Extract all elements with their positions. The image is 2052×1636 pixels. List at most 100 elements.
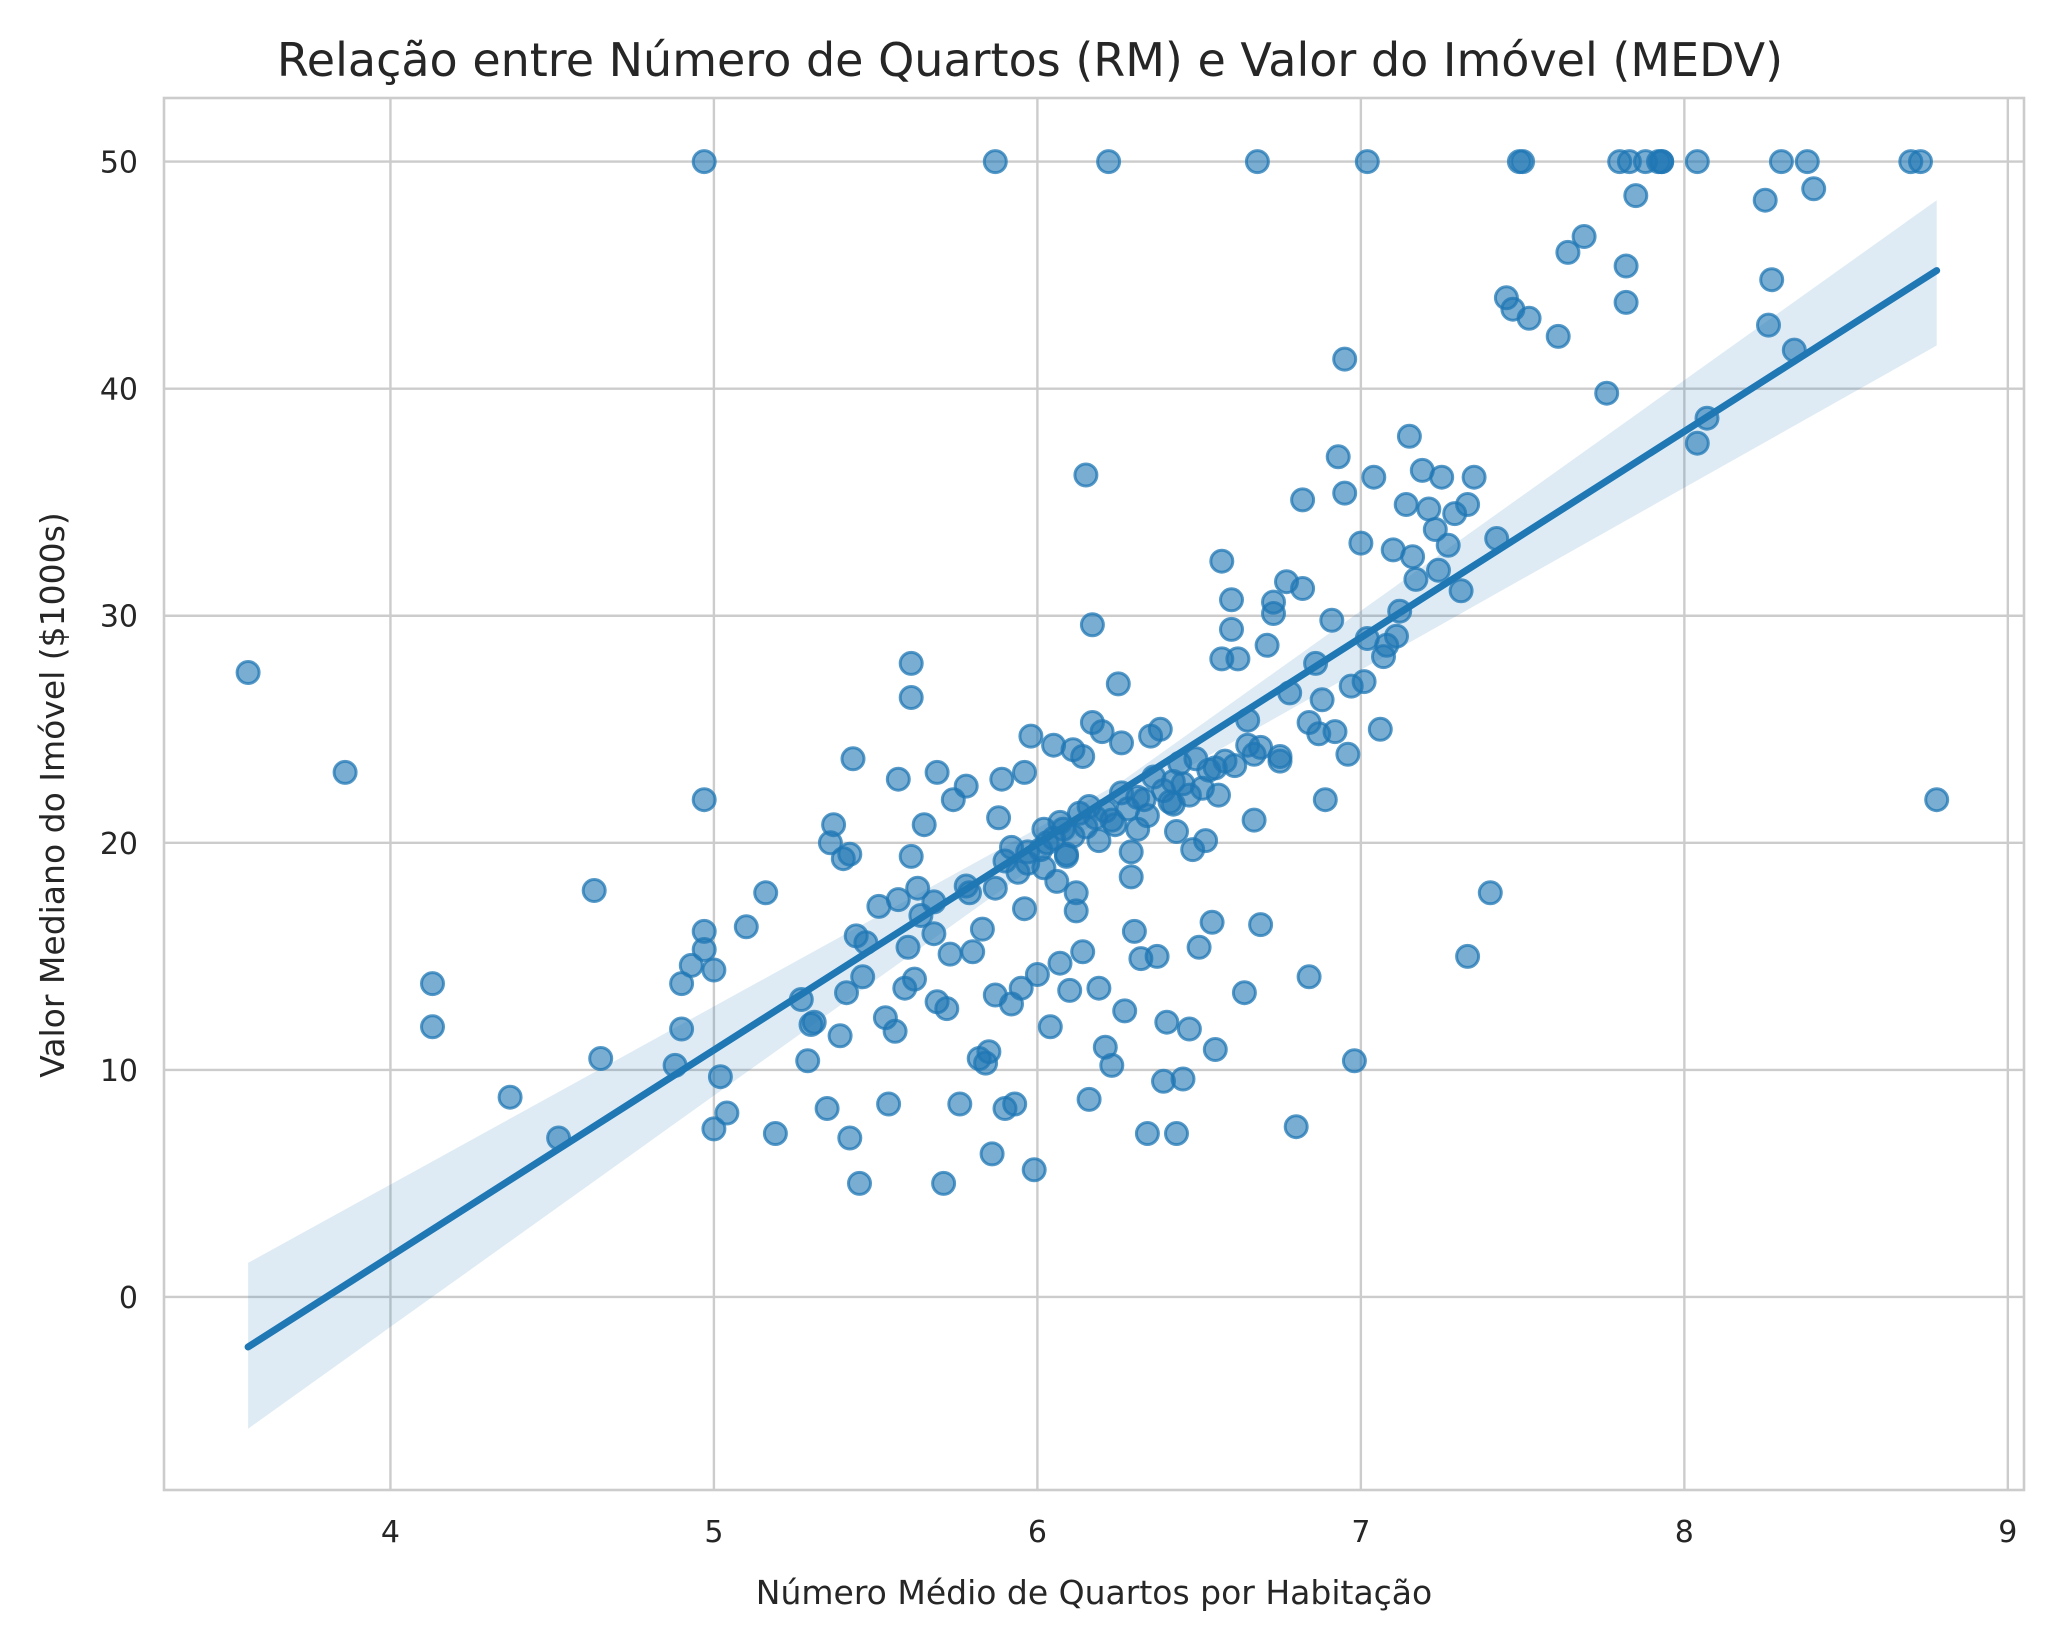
y-tick-label: 30: [100, 600, 138, 635]
data-point: [1322, 719, 1348, 745]
data-point: [1461, 464, 1487, 490]
data-point: [1219, 587, 1244, 613]
data-point: [898, 843, 924, 869]
data-point: [1134, 1121, 1160, 1146]
data-point: [669, 1016, 695, 1042]
data-point: [497, 1084, 523, 1110]
data-point: [1649, 149, 1675, 175]
data-point: [1047, 950, 1073, 976]
data-point: [1367, 716, 1393, 742]
data-point: [1105, 671, 1131, 697]
data-point: [1261, 589, 1286, 615]
data-point: [882, 1018, 908, 1044]
y-tick-label: 40: [100, 373, 138, 408]
data-point: [1924, 787, 1950, 813]
data-point: [1164, 1121, 1189, 1146]
data-point: [1219, 616, 1244, 642]
data-point: [1248, 912, 1274, 938]
data-point: [1002, 1091, 1028, 1117]
data-point: [1290, 576, 1316, 601]
data-point: [1684, 149, 1710, 175]
data-point: [1371, 644, 1396, 670]
data-point: [1448, 578, 1474, 604]
data-point: [1400, 544, 1426, 570]
data-point: [840, 746, 866, 772]
data-point: [1176, 782, 1202, 808]
data-point: [1613, 289, 1639, 315]
data-point: [588, 1046, 614, 1071]
data-point: [1079, 612, 1105, 638]
data-point: [1416, 496, 1442, 522]
data-point: [1319, 607, 1345, 633]
data-point: [753, 880, 779, 906]
y-tick-label: 0: [119, 1281, 138, 1316]
data-point: [1477, 880, 1503, 906]
data-point: [1073, 462, 1099, 488]
data-point: [1209, 646, 1235, 672]
data-point: [1623, 183, 1649, 209]
y-axis-label: Valor Mediano do Imóvel ($1000s): [33, 512, 72, 1077]
x-tick-label: 4: [381, 1515, 400, 1550]
data-point: [1283, 1114, 1309, 1140]
data-point: [1794, 149, 1820, 175]
data-point: [1164, 819, 1189, 844]
data-point: [1254, 632, 1280, 658]
data-point: [420, 971, 445, 997]
data-point: [1309, 687, 1335, 713]
data-point: [847, 1170, 872, 1196]
data-point: [924, 759, 950, 785]
data-point: [1209, 548, 1235, 574]
data-point: [1594, 380, 1620, 406]
data-point: [953, 773, 979, 799]
data-point: [1176, 1016, 1202, 1042]
data-point: [1341, 1048, 1367, 1074]
data-point: [866, 893, 892, 919]
data-point: [1351, 669, 1377, 695]
data-point: [1361, 464, 1387, 490]
data-point: [1118, 864, 1144, 890]
data-point: [691, 149, 717, 175]
data-point: [898, 685, 924, 710]
data-point: [1021, 1157, 1047, 1183]
data-point: [1121, 918, 1147, 944]
data-point: [1125, 784, 1151, 810]
data-point: [691, 937, 717, 962]
data-point: [895, 934, 921, 960]
data-point: [921, 921, 947, 947]
data-point: [837, 841, 863, 867]
data-point: [1571, 224, 1597, 249]
data-point: [701, 1116, 727, 1142]
data-point: [1008, 975, 1034, 1001]
data-point: [1099, 807, 1125, 833]
data-point: [1012, 896, 1037, 922]
data-point: [420, 1014, 445, 1040]
data-point: [1354, 149, 1380, 175]
data-point: [911, 812, 937, 838]
data-point: [1752, 187, 1778, 213]
data-point: [1332, 480, 1358, 506]
data-point: [1144, 943, 1170, 969]
data-point: [976, 1039, 1002, 1065]
data-point: [1231, 980, 1257, 1006]
data-point: [1613, 253, 1639, 279]
data-point: [1202, 755, 1228, 781]
data-point: [1024, 962, 1050, 987]
data-point: [1244, 149, 1270, 175]
data-point: [1154, 1009, 1180, 1035]
data-point: [1384, 623, 1409, 649]
data-point: [1555, 239, 1581, 265]
regression-line: [244, 267, 1941, 1351]
data-point: [733, 914, 759, 940]
data-point: [876, 1091, 902, 1117]
data-point: [1079, 710, 1105, 735]
data-point: [947, 1091, 973, 1117]
data-point: [762, 1121, 788, 1146]
data-point: [1545, 323, 1571, 349]
data-point: [821, 812, 847, 838]
x-axis-label: Número Médio de Quartos por Habitação: [756, 1573, 1432, 1612]
data-point: [1012, 759, 1037, 785]
data-point: [1193, 828, 1219, 854]
data-point: [1076, 1086, 1102, 1112]
data-point: [1435, 532, 1461, 558]
